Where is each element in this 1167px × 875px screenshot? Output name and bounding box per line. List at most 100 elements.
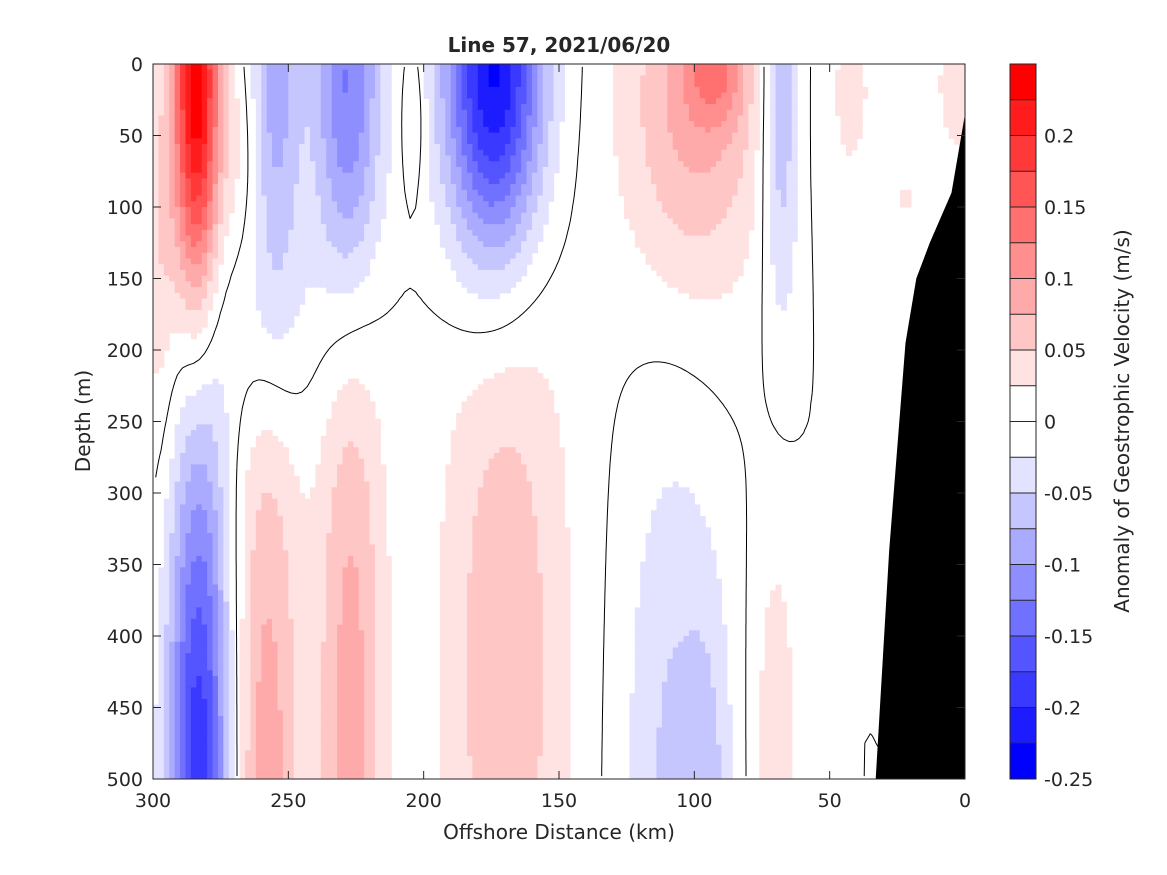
field-cell	[277, 98, 284, 105]
field-cell	[358, 115, 365, 122]
field-cell	[212, 201, 219, 208]
field-cell	[228, 201, 235, 208]
field-cell	[683, 144, 690, 151]
field-cell	[272, 521, 279, 528]
field-cell	[288, 64, 295, 71]
field-cell	[158, 138, 165, 145]
field-cell	[656, 144, 663, 151]
field-cell	[358, 401, 365, 408]
field-cell	[358, 493, 365, 500]
field-cell	[504, 367, 511, 374]
field-cell	[255, 269, 262, 277]
field-cell	[163, 81, 170, 88]
field-cell	[450, 218, 457, 225]
field-cell	[174, 515, 181, 523]
field-cell	[748, 126, 755, 134]
field-cell	[494, 481, 501, 488]
field-cell	[293, 178, 300, 185]
field-cell	[791, 189, 798, 197]
field-cell	[374, 218, 381, 225]
field-cell	[190, 269, 197, 277]
field-cell	[537, 161, 544, 168]
field-cell	[320, 92, 327, 99]
field-cell	[661, 178, 668, 185]
field-cell	[434, 126, 441, 134]
field-cell	[180, 172, 187, 179]
field-cell	[510, 121, 517, 128]
field-cell	[456, 224, 463, 231]
field-cell	[261, 132, 268, 139]
field-cell	[623, 69, 630, 77]
field-cell	[743, 138, 750, 145]
field-cell	[840, 104, 847, 111]
field-cell	[374, 212, 381, 220]
field-cell	[748, 81, 755, 88]
field-cell	[499, 412, 506, 420]
field-cell	[710, 109, 717, 117]
field-cell	[315, 126, 322, 134]
field-cell	[439, 69, 446, 77]
field-cell	[223, 212, 230, 220]
field-cell	[277, 458, 284, 465]
field-cell	[705, 212, 712, 220]
field-cell	[521, 515, 528, 523]
field-cell	[272, 98, 279, 105]
field-cell	[358, 412, 365, 420]
field-cell	[185, 430, 192, 437]
field-cell	[217, 510, 224, 517]
field-cell	[250, 504, 257, 511]
field-cell	[683, 115, 690, 122]
field-cell	[488, 218, 495, 225]
field-cell	[196, 412, 203, 420]
field-cell	[678, 275, 685, 282]
field-cell	[770, 75, 777, 82]
field-cell	[207, 510, 214, 517]
field-cell	[661, 515, 668, 523]
field-cell	[737, 161, 744, 168]
field-cell	[683, 201, 690, 208]
field-cell	[640, 229, 647, 237]
field-cell	[261, 247, 268, 254]
field-cell	[786, 75, 793, 82]
field-cell	[629, 166, 636, 174]
field-cell	[272, 281, 279, 288]
field-cell	[158, 86, 165, 94]
field-cell	[331, 115, 338, 122]
field-cell	[548, 407, 555, 414]
field-cell	[472, 515, 479, 523]
field-cell	[456, 487, 463, 494]
field-cell	[185, 470, 192, 477]
field-cell	[499, 184, 506, 191]
field-cell	[326, 86, 333, 94]
field-cell	[228, 144, 235, 151]
field-cell	[223, 172, 230, 179]
field-cell	[337, 498, 344, 506]
field-cell	[261, 315, 268, 322]
field-cell	[705, 287, 712, 294]
field-cell	[153, 361, 160, 368]
field-cell	[282, 464, 289, 471]
field-cell	[472, 430, 479, 437]
field-cell	[613, 81, 620, 88]
field-cell	[212, 155, 219, 162]
field-cell	[937, 75, 944, 82]
field-cell	[212, 481, 219, 488]
field-cell	[217, 464, 224, 471]
field-cell	[331, 144, 338, 151]
field-cell	[645, 207, 652, 214]
field-cell	[331, 418, 338, 425]
field-cell	[374, 138, 381, 145]
field-cell	[775, 184, 782, 191]
field-cell	[450, 98, 457, 105]
field-cell	[337, 235, 344, 242]
field-cell	[180, 218, 187, 225]
field-cell	[315, 138, 322, 145]
field-cell	[255, 487, 262, 494]
field-cell	[228, 184, 235, 191]
field-cell	[342, 504, 349, 511]
field-cell	[483, 149, 490, 157]
field-cell	[461, 235, 468, 242]
field-cell	[499, 378, 506, 385]
field-cell	[623, 138, 630, 145]
field-cell	[515, 184, 522, 191]
